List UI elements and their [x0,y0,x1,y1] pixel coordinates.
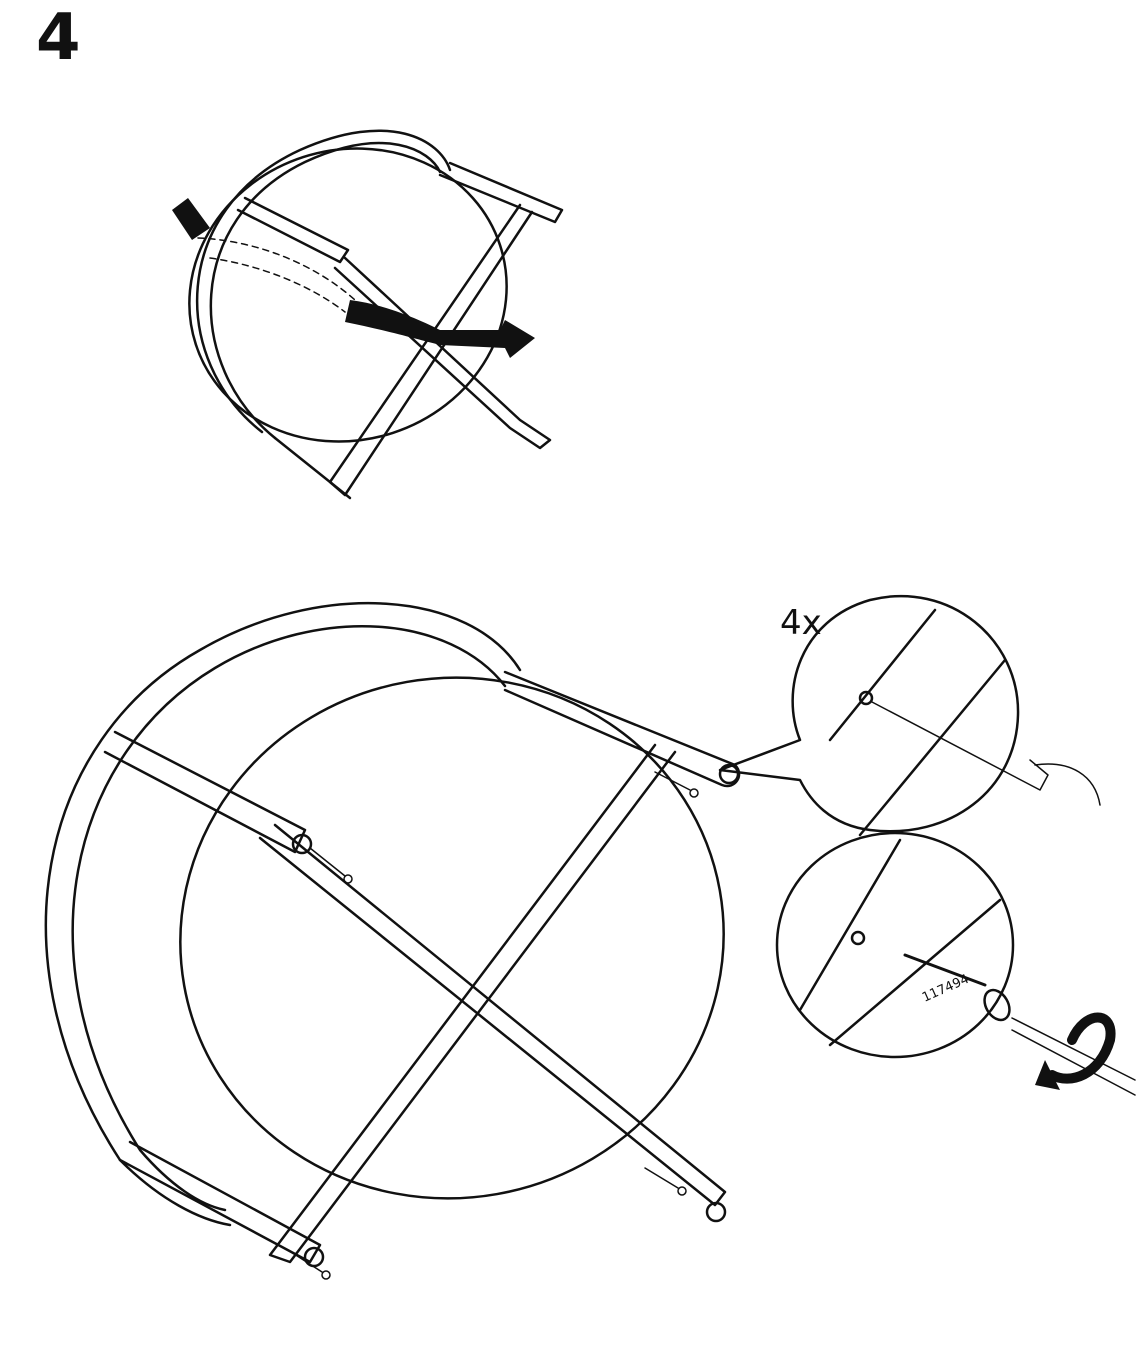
screw-hole [850,930,866,946]
frame-ring-outer [44,601,522,1227]
turn-over-arrow-tail [172,198,210,240]
screwdriver-icon [1011,1017,1136,1096]
step-number: 4 [36,1,81,75]
screw-head-icon [983,988,1011,1022]
leg-small-1 [438,161,564,224]
leg-foot-1 [718,763,740,785]
leg-small-3 [273,436,352,500]
main-table-upside-down [44,601,741,1280]
leg-small-2 [236,196,350,264]
frame-ring-small-outer [196,129,452,434]
leg-foot-4 [705,1201,727,1223]
turn-path-dashed-1 [197,237,356,301]
predrill-hole [858,690,874,706]
overview-table-upside-down [172,129,564,500]
table-top-large [179,676,725,1200]
frame-ring-inner [71,625,507,1212]
quantity-label: 4x [780,603,822,643]
turn-over-arrow-icon [345,300,535,358]
screw-icon [287,771,699,1280]
frame-ring-small-inner [209,141,442,440]
screw-shaft [903,953,987,987]
crossbar-large-1 [268,743,677,1264]
turn-path-dashed-2 [209,257,346,313]
detail-leg-edge-1 [828,608,937,742]
leg-foot-2 [291,833,313,855]
awl-icon [871,701,1049,791]
crossbar-small-2 [333,256,552,450]
callout-circle-2 [775,831,1015,1059]
detail-callout-screw [775,831,1136,1096]
detail-leg-edge-3 [798,838,902,1012]
awl-handle [1034,763,1101,806]
leg-large-3 [118,1140,322,1264]
rotate-arrowhead [1035,1060,1060,1090]
rotate-clockwise-icon [1047,1012,1116,1084]
crossbar-large-2 [258,823,727,1207]
leg-large-2 [103,730,307,854]
detail-callout-predrill [718,594,1101,837]
table-top-small [188,147,508,443]
detail-leg-edge-2 [858,658,1007,837]
callout-bubble-1 [718,594,1020,833]
detail-leg-edge-4 [828,898,1002,1047]
